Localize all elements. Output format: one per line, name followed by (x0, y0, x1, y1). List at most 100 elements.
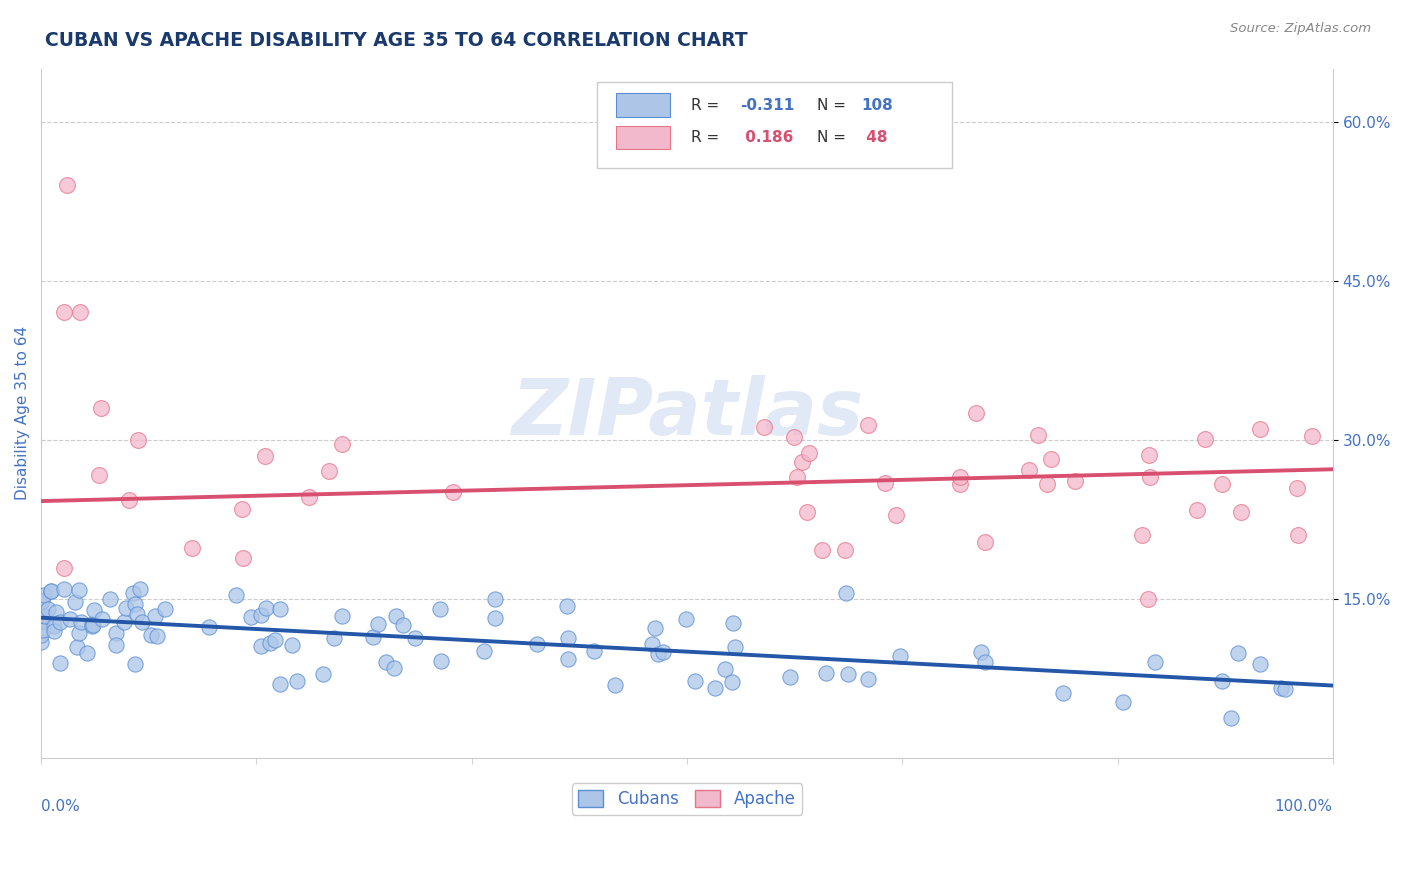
Point (39, 583, 62, 598)
Point (30, 595, 52, 609)
Point (49, 615, 72, 629)
Point (1286, 528, 1309, 542)
Point (180, 541, 202, 555)
Point (90, 612, 112, 626)
Point (82, 617, 104, 632)
Point (430, 654, 453, 668)
Point (32, 588, 55, 602)
Point (721, 674, 744, 689)
Point (1194, 432, 1216, 446)
Point (949, 476, 972, 491)
Point (970, 645, 993, 659)
Point (254, 600, 277, 615)
Point (815, 666, 838, 681)
Point (1064, 474, 1087, 488)
Point (675, 612, 697, 626)
Point (484, 610, 506, 624)
Point (330, 437, 353, 451)
Point (30, 593, 52, 607)
Point (323, 632, 346, 646)
Point (259, 636, 281, 650)
Point (82, 619, 104, 633)
Point (1139, 469, 1161, 483)
Text: N =: N = (817, 130, 851, 145)
Point (557, 652, 579, 666)
Point (124, 657, 146, 671)
Point (285, 673, 308, 688)
Point (1026, 428, 1049, 442)
Point (361, 630, 384, 644)
Point (790, 454, 813, 468)
Point (884, 508, 907, 523)
Point (264, 632, 287, 647)
Point (603, 678, 626, 692)
Point (31, 614, 53, 628)
Text: Source: ZipAtlas.com: Source: ZipAtlas.com (1230, 22, 1371, 36)
Point (721, 615, 744, 630)
Point (484, 591, 506, 606)
Point (59, 612, 82, 626)
Point (104, 625, 127, 640)
Point (404, 631, 426, 645)
Text: -0.311: -0.311 (740, 97, 794, 112)
Point (703, 681, 725, 695)
Point (724, 640, 747, 654)
Point (856, 418, 879, 433)
Point (786, 469, 808, 483)
Point (83, 603, 105, 617)
Point (127, 607, 149, 621)
Point (382, 660, 405, 674)
Point (127, 433, 149, 447)
Point (89, 401, 111, 415)
FancyBboxPatch shape (616, 94, 671, 117)
Point (312, 666, 335, 681)
Y-axis label: Disability Age 35 to 64: Disability Age 35 to 64 (15, 326, 30, 500)
Point (63, 595, 86, 609)
Point (1136, 591, 1159, 606)
Point (873, 475, 896, 490)
Point (56, 178, 79, 193)
Text: 100.0%: 100.0% (1275, 799, 1333, 814)
Point (796, 505, 818, 519)
Point (1301, 429, 1323, 443)
Point (53, 582, 76, 597)
Point (31, 623, 53, 637)
Point (797, 446, 820, 460)
Point (1219, 711, 1241, 725)
Point (269, 677, 291, 691)
Text: 48: 48 (862, 130, 887, 145)
Point (239, 610, 262, 624)
Point (155, 602, 177, 616)
Point (67, 626, 90, 640)
Point (76, 646, 98, 660)
Point (45, 605, 67, 619)
Point (253, 450, 276, 464)
Point (115, 600, 138, 615)
Point (1249, 422, 1271, 436)
Point (1039, 452, 1062, 467)
Point (555, 599, 578, 614)
Point (225, 589, 247, 603)
Point (1270, 681, 1292, 696)
Point (526, 636, 548, 650)
Point (713, 662, 735, 676)
Point (330, 608, 353, 623)
Text: ZIPatlas: ZIPatlas (510, 375, 863, 451)
Point (39, 584, 62, 599)
Point (146, 628, 169, 642)
Point (1143, 655, 1166, 669)
Point (752, 419, 775, 434)
Point (652, 645, 675, 659)
Point (52, 305, 75, 319)
Point (856, 672, 879, 686)
Point (641, 637, 664, 651)
Point (811, 543, 834, 558)
Point (835, 586, 858, 600)
Point (375, 655, 398, 669)
Point (974, 535, 997, 549)
Point (98, 591, 121, 606)
Point (30, 610, 52, 624)
Point (1274, 682, 1296, 697)
Point (30, 628, 52, 642)
Point (367, 617, 389, 632)
